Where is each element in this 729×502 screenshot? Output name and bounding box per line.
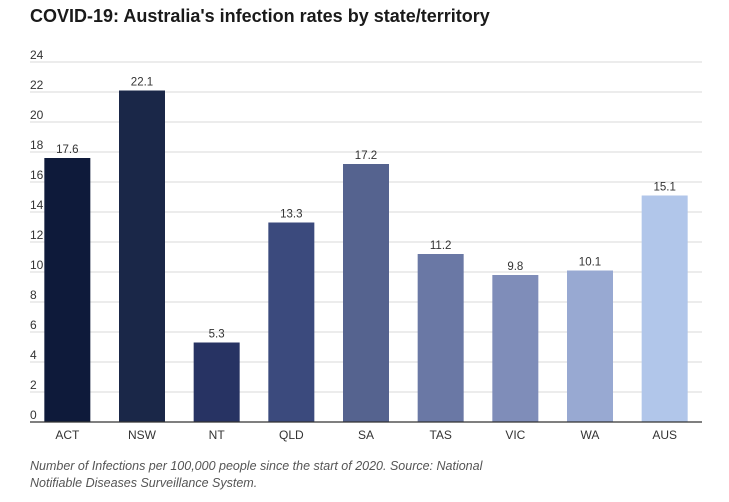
data-label: 15.1 xyxy=(653,182,675,194)
chart-title: COVID-19: Australia's infection rates by… xyxy=(30,6,490,26)
y-tick-label: 24 xyxy=(30,48,44,62)
x-tick-label: QLD xyxy=(279,428,304,442)
data-label: 10.1 xyxy=(579,257,601,269)
data-label: 11.2 xyxy=(430,240,452,252)
bar-wa xyxy=(567,270,613,422)
data-label: 17.2 xyxy=(355,150,377,162)
bar-nsw xyxy=(119,90,165,422)
x-tick-label: AUS xyxy=(652,428,677,442)
bar-sa xyxy=(343,164,389,422)
y-tick-label: 0 xyxy=(30,408,37,422)
y-tick-label: 20 xyxy=(30,108,44,122)
x-tick-label: VIC xyxy=(505,428,525,442)
x-tick-label: SA xyxy=(358,428,374,442)
data-label: 13.3 xyxy=(280,209,302,221)
y-tick-label: 8 xyxy=(30,288,37,302)
data-label: 9.8 xyxy=(507,261,523,273)
x-tick-label: TAS xyxy=(429,428,451,442)
bars xyxy=(44,90,688,422)
bar-aus xyxy=(641,195,688,422)
bar-tas xyxy=(417,254,464,422)
bar-qld xyxy=(268,222,315,422)
data-labels: 17.6 22.1 5.3 13.3 17.2 11.2 9.8 10.1 15.1 xyxy=(56,77,676,341)
data-label: 17.6 xyxy=(56,144,78,156)
y-tick-label: 22 xyxy=(30,78,44,92)
y-tick-label: 4 xyxy=(30,348,37,362)
data-label: 5.3 xyxy=(209,329,225,341)
x-tick-label: WA xyxy=(581,428,600,442)
y-tick-label: 14 xyxy=(30,198,44,212)
bar-vic xyxy=(492,275,539,422)
x-axis-ticks: ACT NSW NT QLD SA TAS VIC WA AUS xyxy=(55,428,677,442)
y-tick-label: 10 xyxy=(30,258,44,272)
x-tick-label: ACT xyxy=(55,428,80,442)
chart-caption: Number of Infections per 100,000 people … xyxy=(30,459,483,490)
y-tick-label: 16 xyxy=(30,168,44,182)
x-tick-label: NT xyxy=(209,428,226,442)
x-tick-label: NSW xyxy=(128,428,157,442)
y-tick-label: 18 xyxy=(30,138,44,152)
y-tick-label: 12 xyxy=(30,228,44,242)
data-label: 22.1 xyxy=(131,77,153,89)
y-tick-label: 6 xyxy=(30,318,37,332)
bar-nt xyxy=(193,342,240,422)
bar-act xyxy=(44,158,91,422)
y-tick-label: 2 xyxy=(30,378,37,392)
